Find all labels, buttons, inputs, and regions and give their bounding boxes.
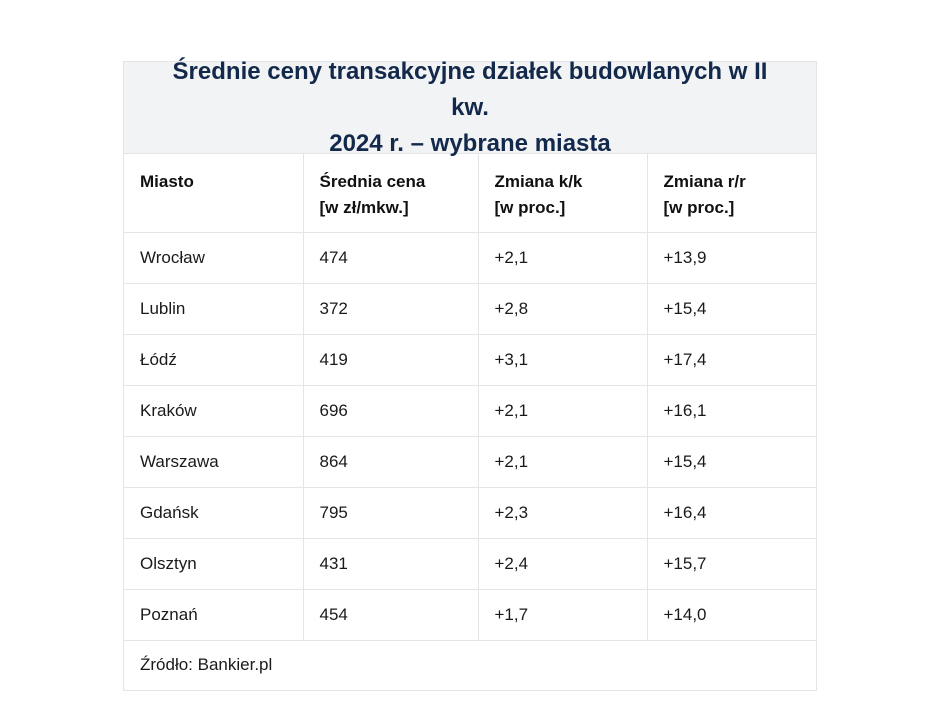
- cell-change-yy: +16,4: [647, 487, 816, 539]
- cell-price: 474: [303, 232, 479, 284]
- cell-city: Gdańsk: [124, 487, 304, 539]
- cell-city: Warszawa: [124, 436, 304, 488]
- table-title-line-2: 2024 r. – wybrane miasta: [329, 129, 611, 157]
- table-row: Kraków 696 +2,1 +16,1: [124, 385, 816, 437]
- header-change-yy-unit: [w proc.]: [663, 198, 735, 217]
- cell-change-qq: +2,1: [478, 232, 648, 284]
- table-row: Warszawa 864 +2,1 +15,4: [124, 436, 816, 488]
- cell-change-yy: +15,4: [647, 436, 816, 488]
- header-change-yy-label: Zmiana r/r: [663, 172, 746, 191]
- table-title-line-1: Średnie ceny transakcyjne działek budowl…: [172, 57, 768, 121]
- cell-change-yy: +16,1: [647, 385, 816, 437]
- header-price: Średnia cena [w zł/mkw.]: [303, 154, 479, 233]
- header-change-qq-label: Zmiana k/k: [494, 172, 583, 191]
- cell-price: 431: [303, 538, 479, 590]
- cell-city: Poznań: [124, 589, 304, 641]
- header-change-qq: Zmiana k/k [w proc.]: [478, 154, 648, 233]
- cell-change-qq: +2,4: [478, 538, 648, 590]
- cell-change-qq: +2,8: [478, 283, 648, 335]
- cell-city: Lublin: [124, 283, 304, 335]
- cell-change-qq: +3,1: [478, 334, 648, 386]
- cell-change-yy: +13,9: [647, 232, 816, 284]
- cell-change-yy: +14,0: [647, 589, 816, 641]
- table-header: Miasto Średnia cena [w zł/mkw.] Zmiana k…: [124, 154, 816, 233]
- cell-price: 372: [303, 283, 479, 335]
- header-row: Miasto Średnia cena [w zł/mkw.] Zmiana k…: [124, 154, 816, 233]
- header-city: Miasto: [124, 154, 304, 233]
- cell-city: Olsztyn: [124, 538, 304, 590]
- cell-city: Wrocław: [124, 232, 304, 284]
- table-title: Średnie ceny transakcyjne działek budowl…: [154, 54, 786, 162]
- table-row: Lublin 372 +2,8 +15,4: [124, 283, 816, 335]
- cell-change-qq: +2,3: [478, 487, 648, 539]
- cell-change-yy: +15,4: [647, 283, 816, 335]
- cell-city: Kraków: [124, 385, 304, 437]
- cell-change-yy: +15,7: [647, 538, 816, 590]
- header-price-label: Średnia cena: [319, 172, 426, 191]
- cell-price: 696: [303, 385, 479, 437]
- cell-price: 864: [303, 436, 479, 488]
- cell-price: 419: [303, 334, 479, 386]
- cell-change-yy: +17,4: [647, 334, 816, 386]
- header-change-qq-unit: [w proc.]: [494, 198, 566, 217]
- table-body: Wrocław 474 +2,1 +13,9 Lublin 372 +2,8 +…: [124, 232, 816, 690]
- table-row: Łódź 419 +3,1 +17,4: [124, 334, 816, 386]
- table-row: Olsztyn 431 +2,4 +15,7: [124, 538, 816, 590]
- table-title-box: Średnie ceny transakcyjne działek budowl…: [124, 58, 816, 157]
- price-table: Miasto Średnia cena [w zł/mkw.] Zmiana k…: [124, 154, 816, 690]
- cell-city: Łódź: [124, 334, 304, 386]
- source-row: Źródło: Bankier.pl: [124, 640, 816, 690]
- header-price-unit: [w zł/mkw.]: [319, 198, 409, 217]
- table-row: Wrocław 474 +2,1 +13,9: [124, 232, 816, 284]
- cell-change-qq: +2,1: [478, 385, 648, 437]
- cell-change-qq: +1,7: [478, 589, 648, 641]
- price-table-container: Średnie ceny transakcyjne działek budowl…: [123, 58, 817, 691]
- source-note: Źródło: Bankier.pl: [140, 655, 273, 675]
- header-change-yy: Zmiana r/r [w proc.]: [647, 154, 816, 233]
- cell-change-qq: +2,1: [478, 436, 648, 488]
- cell-price: 795: [303, 487, 479, 539]
- table-row: Poznań 454 +1,7 +14,0: [124, 589, 816, 641]
- cell-price: 454: [303, 589, 479, 641]
- header-city-label: Miasto: [140, 172, 194, 191]
- table-row: Gdańsk 795 +2,3 +16,4: [124, 487, 816, 539]
